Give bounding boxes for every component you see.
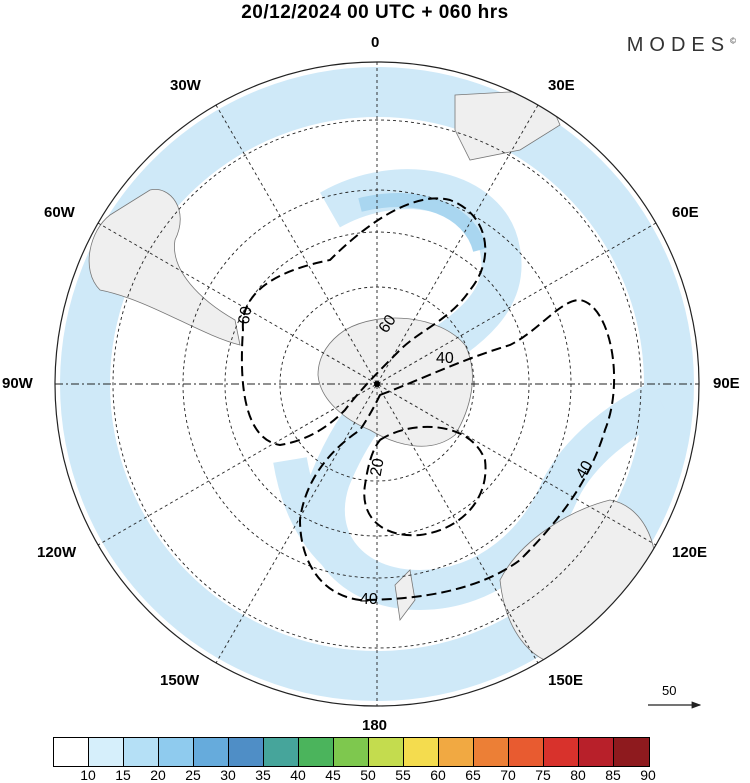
- jet-inner-band: [304, 169, 670, 611]
- colorbar-swatch: [229, 738, 264, 766]
- colorbar-swatch: [264, 738, 299, 766]
- colorbar: [53, 737, 650, 767]
- colorbar-tick-label: 20: [150, 767, 166, 783]
- colorbar-swatch: [579, 738, 614, 766]
- colorbar-tick-label: 30: [220, 767, 236, 783]
- colorbar-swatch: [369, 738, 404, 766]
- colorbar-swatch: [89, 738, 124, 766]
- colorbar-tick-label: 65: [465, 767, 481, 783]
- colorbar-swatch: [299, 738, 334, 766]
- land-antarctica: [317, 317, 473, 447]
- lon-label-120e: 120E: [672, 544, 708, 561]
- lon-label-120w: 120W: [37, 544, 77, 561]
- colorbar-swatch: [334, 738, 369, 766]
- lon-label-30e: 30E: [548, 77, 575, 94]
- lon-label-90e: 90E: [713, 375, 740, 392]
- contours: [240, 197, 616, 602]
- lon-label-60e: 60E: [672, 204, 699, 221]
- colorbar-tick-label: 15: [115, 767, 131, 783]
- jet-inner-band-south: [273, 456, 406, 607]
- colorbar-swatch: [439, 738, 474, 766]
- lon-label-150e: 150E: [548, 672, 584, 689]
- pole-marker: [374, 381, 380, 387]
- colorbar-tick-label: 35: [255, 767, 271, 783]
- colorbar-tick-label: 25: [185, 767, 201, 783]
- contour-label-20: 20: [368, 457, 388, 478]
- colorbar-tick-label: 55: [395, 767, 411, 783]
- lon-label-90w: 90W: [2, 375, 33, 392]
- colorbar-tick-label: 85: [605, 767, 621, 783]
- colorbar-swatch: [54, 738, 89, 766]
- contour-label-40c: 40: [360, 591, 378, 608]
- colorbar-swatch: [159, 738, 194, 766]
- brand-logo: MODES©: [626, 34, 736, 56]
- map-title: 20/12/2024 00 UTC + 060 hrs: [241, 2, 509, 23]
- colorbar-tick-label: 10: [80, 767, 96, 783]
- lon-label-180: 180: [362, 717, 388, 734]
- colorbar-swatch: [544, 738, 579, 766]
- reference-vector-label: 50: [662, 683, 677, 698]
- lon-label-60w: 60W: [44, 204, 75, 221]
- colorbar-tick-label: 80: [570, 767, 586, 783]
- contour-label-40a: 40: [436, 350, 454, 367]
- lon-label-150w: 150W: [160, 672, 200, 689]
- colorbar-swatch: [124, 738, 159, 766]
- colorbar-tick-label: 70: [500, 767, 516, 783]
- colorbar-tick-label: 90: [640, 767, 656, 783]
- colorbar-tick-label: 60: [430, 767, 446, 783]
- colorbar-tick-label: 75: [535, 767, 551, 783]
- lon-label-0: 0: [371, 34, 380, 51]
- colorbar-swatch: [194, 738, 229, 766]
- contour-label-40b: 40: [573, 458, 597, 482]
- colorbar-swatch: [404, 738, 439, 766]
- colorbar-swatch: [474, 738, 509, 766]
- colorbar-tick-label: 40: [290, 767, 306, 783]
- colorbar-swatch: [509, 738, 544, 766]
- colorbar-tick-label: 45: [325, 767, 341, 783]
- land-south-america: [88, 188, 241, 346]
- lon-label-30w: 30W: [170, 77, 201, 94]
- land-new-zealand: [394, 569, 416, 622]
- contour-label-60a: 60: [236, 305, 256, 326]
- jet-inner-band-strong: [358, 193, 487, 253]
- colorbar-tick-label: 50: [360, 767, 376, 783]
- colorbar-swatch: [614, 738, 649, 766]
